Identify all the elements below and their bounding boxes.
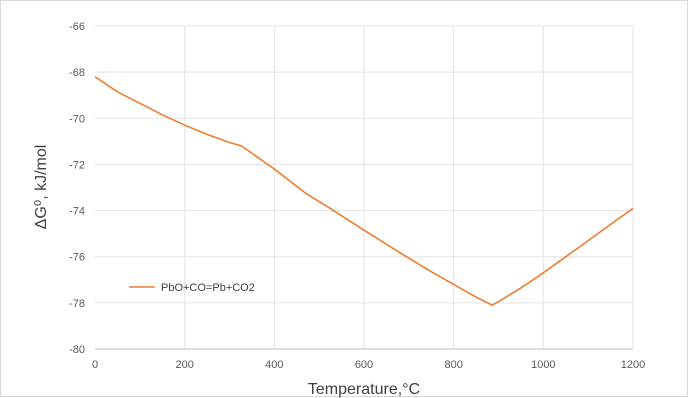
x-tick-label: 1200 bbox=[621, 359, 645, 371]
y-tick-label: -74 bbox=[69, 206, 85, 218]
x-tick-label: 1000 bbox=[531, 359, 555, 371]
series-line-pbo-co bbox=[94, 76, 634, 306]
x-tick-label: 400 bbox=[265, 359, 283, 371]
vertical-gridlines bbox=[184, 26, 634, 349]
y-axis-title: ΔG⁰, kJ/mol bbox=[33, 145, 50, 230]
x-tick-label: 600 bbox=[355, 359, 373, 371]
y-tick-label: -66 bbox=[69, 21, 85, 33]
y-tick-label: -80 bbox=[69, 344, 85, 356]
x-axis-title: Temperature,°C bbox=[308, 381, 420, 398]
legend-label: PbO+CO=Pb+CO2 bbox=[161, 282, 255, 294]
x-tick-label: 200 bbox=[175, 359, 193, 371]
y-tick-label: -70 bbox=[69, 113, 85, 125]
y-tick-label: -78 bbox=[69, 298, 85, 310]
x-tick-label: 800 bbox=[444, 359, 462, 371]
y-tick-label: -72 bbox=[69, 159, 85, 171]
x-tick-labels: 0 200 400 600 800 1000 1200 bbox=[92, 359, 645, 371]
y-tick-label: -76 bbox=[69, 252, 85, 264]
legend: PbO+CO=Pb+CO2 bbox=[129, 282, 255, 294]
x-tick-label: 0 bbox=[92, 359, 98, 371]
y-tick-label: -68 bbox=[69, 67, 85, 79]
y-tick-labels: -80 -78 -76 -74 -72 -70 -68 -66 bbox=[69, 21, 85, 356]
